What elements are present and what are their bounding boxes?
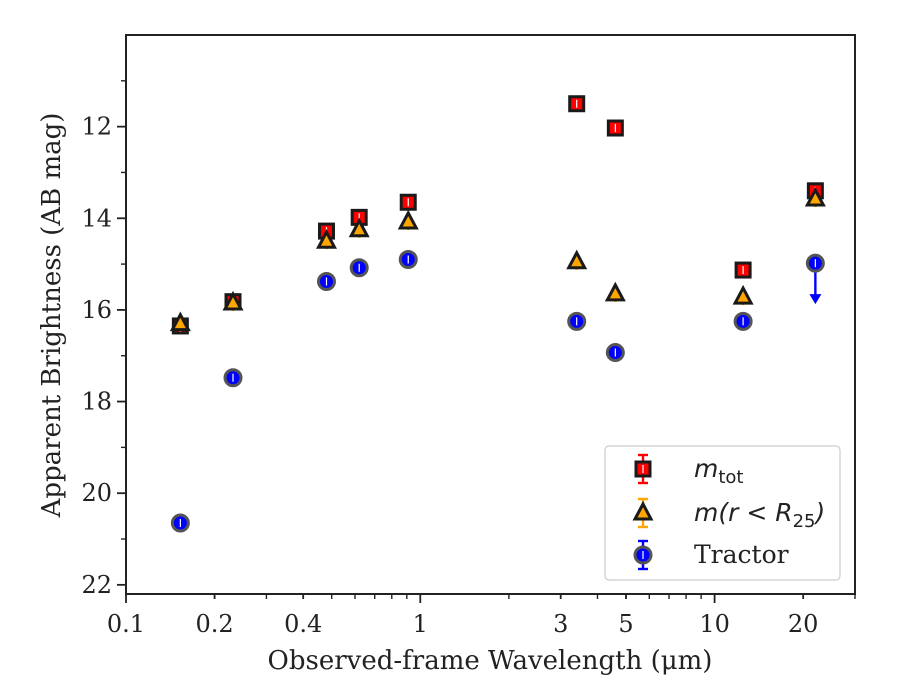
x-axis: 0.1 0.2 0.4 1 3 5 10 20 bbox=[107, 594, 856, 638]
x-tick-label: 5 bbox=[618, 610, 633, 638]
legend: mtot m(r < R25) Tractor bbox=[604, 445, 841, 581]
x-tick-label: 1 bbox=[413, 610, 428, 638]
triangle-point bbox=[566, 249, 588, 270]
triangle-point bbox=[604, 281, 626, 302]
y-tick-label: 14 bbox=[81, 204, 112, 232]
triangle-point bbox=[315, 229, 337, 249]
legend-label: Tractor bbox=[694, 540, 789, 569]
triangle-point bbox=[222, 290, 244, 311]
y-axis: 12 14 16 18 20 22 bbox=[81, 80, 126, 599]
triangle-point bbox=[397, 209, 419, 230]
x-tick-label: 0.2 bbox=[196, 610, 234, 638]
x-tick-label: 3 bbox=[553, 610, 568, 638]
legend-label: m(r < R25) bbox=[694, 498, 825, 532]
triangle-point bbox=[732, 284, 754, 305]
triangle-point bbox=[804, 186, 826, 207]
data-points bbox=[169, 95, 826, 533]
x-tick-label: 10 bbox=[699, 610, 730, 638]
y-axis-label: Apparent Brightness (AB mag) bbox=[37, 113, 67, 519]
y-tick-label: 12 bbox=[81, 113, 112, 141]
legend-label: mtot bbox=[694, 454, 744, 488]
legend-marker-triangle bbox=[632, 500, 654, 521]
y-tick-label: 20 bbox=[81, 479, 112, 507]
triangle-point bbox=[348, 217, 370, 238]
triangle-point bbox=[169, 311, 191, 332]
x-axis-label: Observed-frame Wavelength (μm) bbox=[268, 646, 713, 676]
x-tick-label: 0.1 bbox=[107, 610, 145, 638]
y-tick-label: 18 bbox=[81, 388, 112, 416]
plot-frame bbox=[125, 34, 856, 595]
x-tick-label: 0.4 bbox=[284, 610, 322, 638]
y-tick-label: 22 bbox=[81, 571, 112, 599]
legend-box bbox=[604, 445, 841, 581]
x-tick-label: 20 bbox=[788, 610, 819, 638]
y-tick-label: 16 bbox=[81, 296, 112, 324]
upper-limit-arrowhead bbox=[809, 294, 822, 305]
